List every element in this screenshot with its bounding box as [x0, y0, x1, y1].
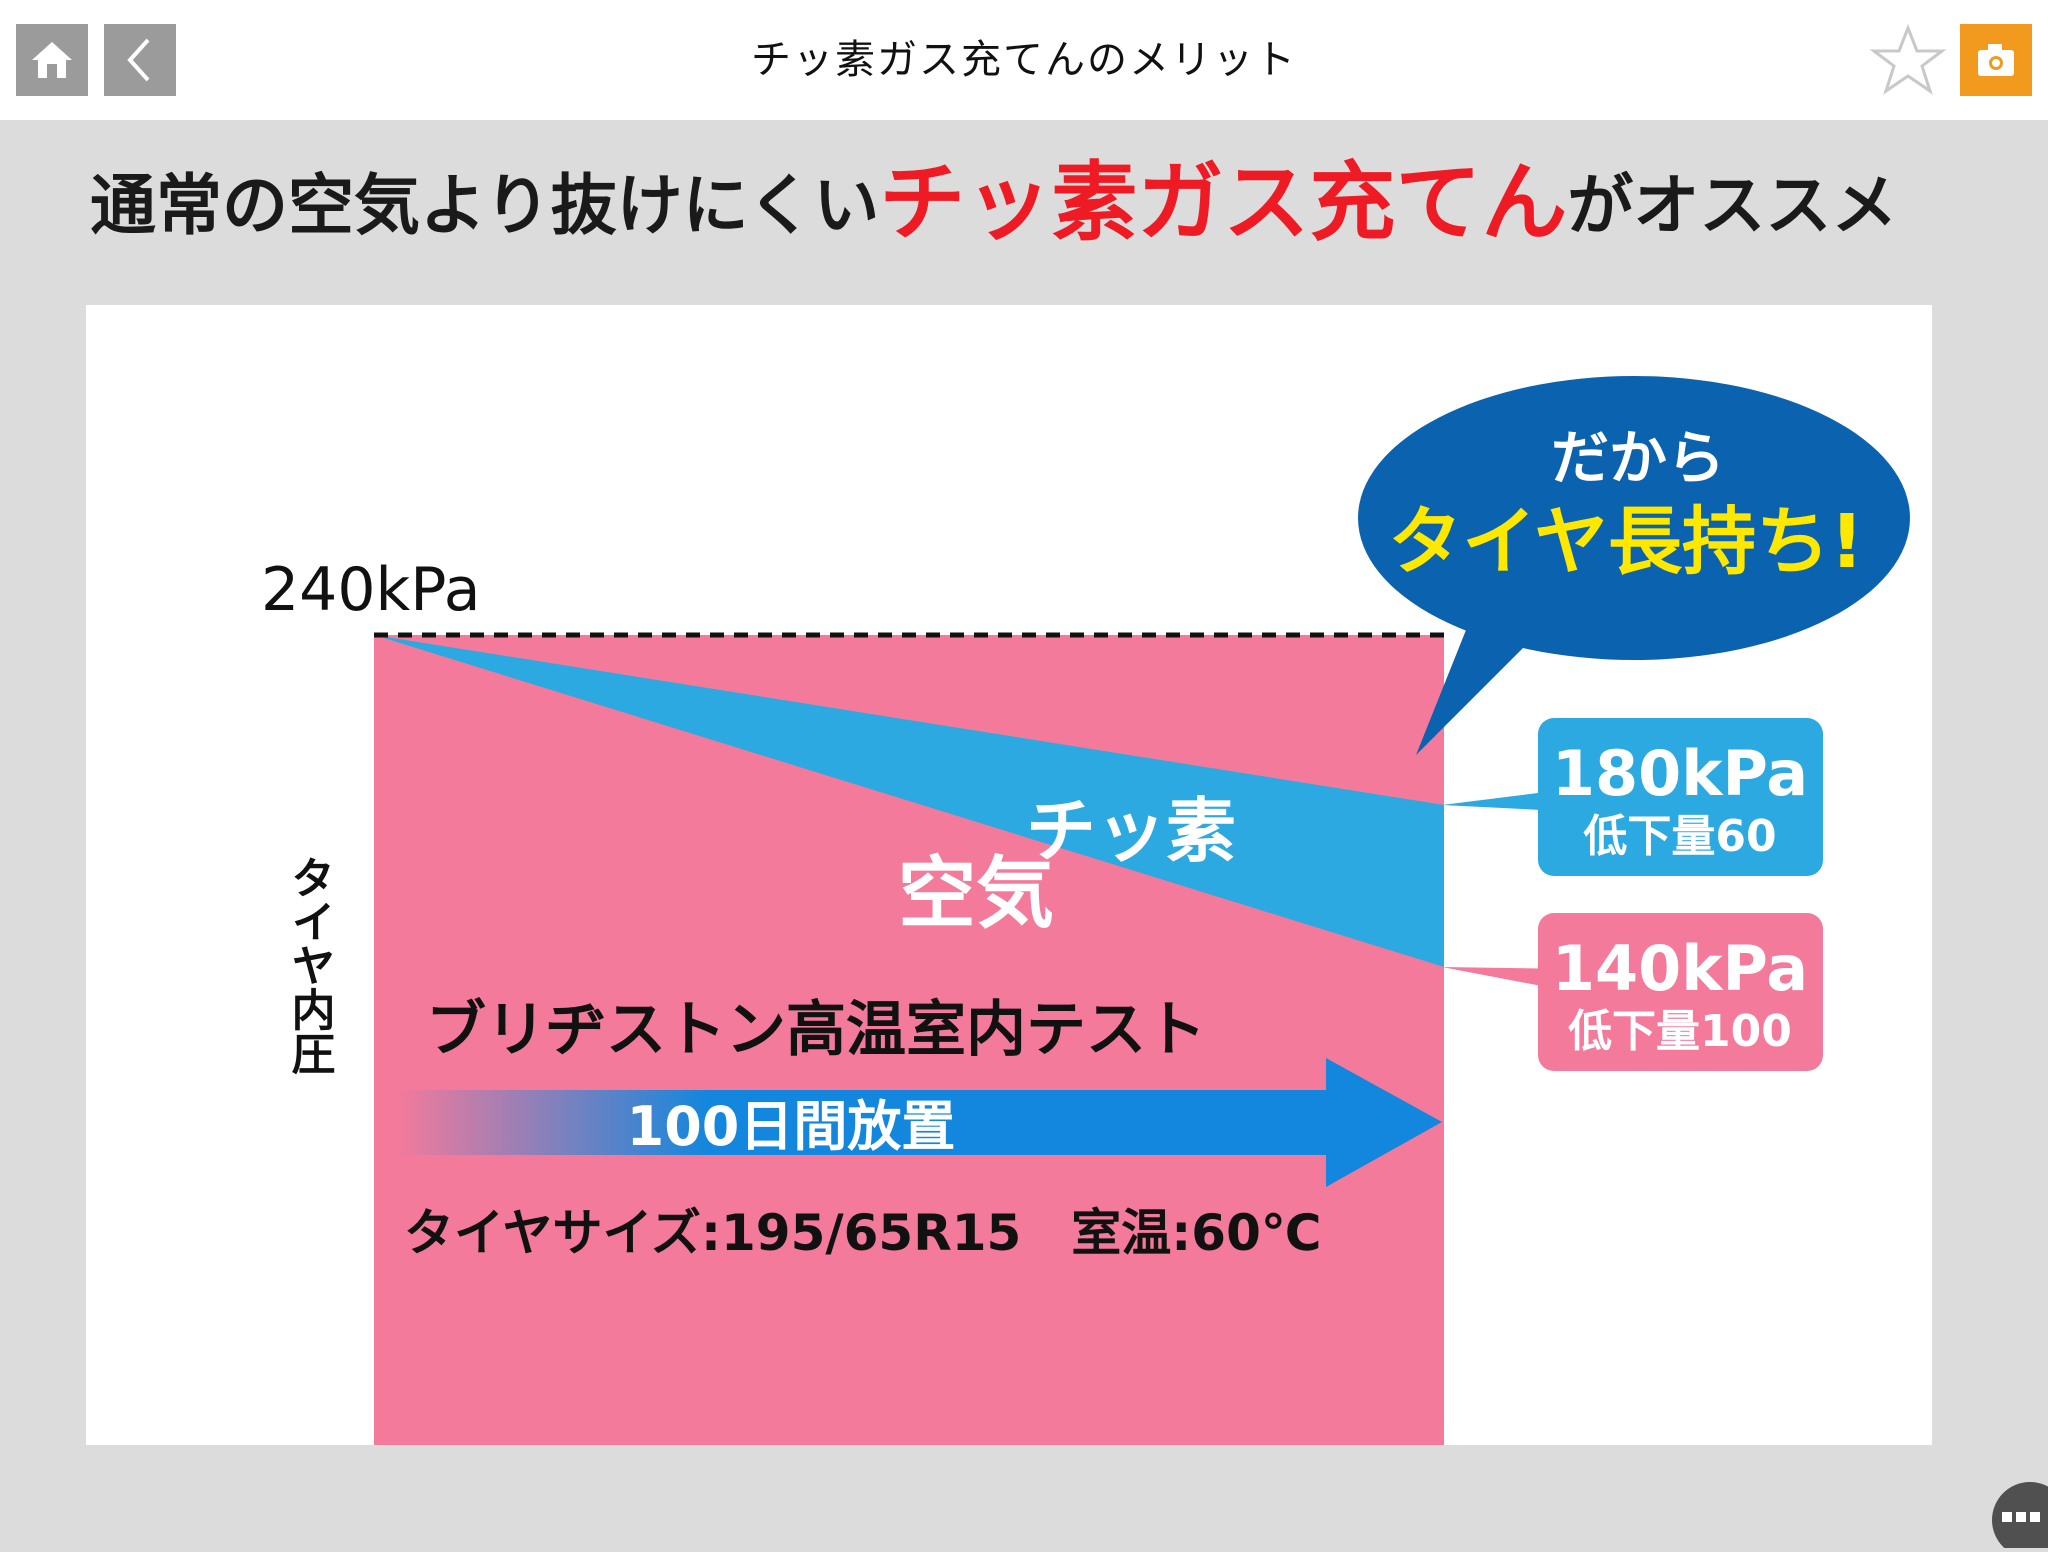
start-pressure-label: 240kPa	[261, 555, 481, 625]
more-dots-icon	[1992, 1482, 2048, 1552]
air-series-label: 空気	[898, 849, 1054, 939]
headline-prefix: 通常の空気より抜けにくい	[90, 167, 880, 244]
home-button[interactable]	[16, 24, 88, 96]
speech-bubble-line2: タイヤ長持ち!	[1388, 499, 1864, 585]
speech-bubble	[1358, 376, 1910, 660]
duration-label: 100日間放置	[627, 1095, 956, 1158]
speech-bubble-line1: だから	[1551, 424, 1725, 492]
y-axis-label: タイヤ内圧	[284, 855, 336, 1075]
camera-icon	[1978, 44, 2014, 76]
headline-suffix: がオススメ	[1567, 167, 1898, 244]
air-result-callout	[1538, 913, 1823, 1071]
back-button[interactable]	[104, 24, 176, 96]
page-title: チッ素ガス充てんのメリット	[751, 37, 1297, 83]
favorite-button[interactable]	[1869, 22, 1947, 98]
more-button[interactable]	[1980, 1468, 2048, 1552]
top-bar: チッ素ガス充てんのメリット	[0, 0, 2048, 120]
nitrogen-series-label: チッ素	[1026, 790, 1236, 872]
headline: 通常の空気より抜けにくいチッ素ガス充てんがオススメ	[90, 148, 1990, 258]
home-icon	[32, 42, 72, 78]
headline-emphasis: チッ素ガス充てん	[879, 153, 1568, 253]
nitrogen-result-value: 180kPa	[1552, 737, 1808, 810]
duration-arrow	[396, 1058, 1442, 1187]
pressure-chart: 240kPa タイヤ内圧 チッ素 空気 ブリヂストン高温室内テスト 100日間放…	[261, 376, 1910, 1445]
nitrogen-area	[374, 635, 1444, 967]
test-conditions: タイヤサイズ:195/65R15 室温:60℃	[404, 1204, 1321, 1262]
nitrogen-result-drop: 低下量60	[1583, 811, 1776, 862]
air-result-value: 140kPa	[1552, 932, 1808, 1005]
chevron-left-icon	[127, 38, 150, 82]
nitrogen-result-callout	[1538, 718, 1823, 876]
star-outline-icon	[1869, 23, 1947, 95]
air-result-drop: 低下量100	[1568, 1006, 1792, 1057]
test-title: ブリヂストン高温室内テスト	[426, 995, 1206, 1065]
camera-button[interactable]	[1960, 24, 2032, 96]
